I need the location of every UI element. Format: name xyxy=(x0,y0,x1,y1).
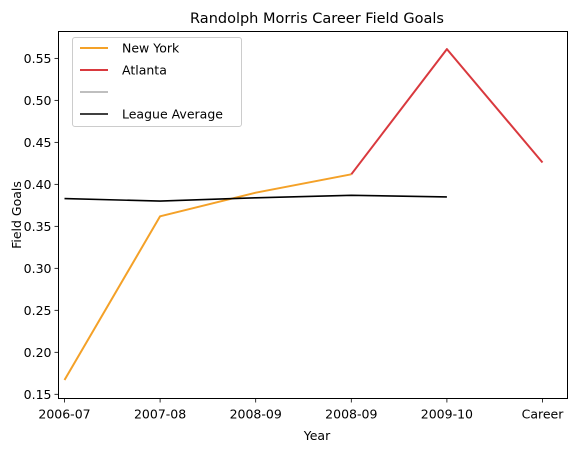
x-tick-label: 2008-09 xyxy=(325,407,377,422)
legend-label-atlanta: Atlanta xyxy=(122,63,167,78)
y-tick-label: 0.35 xyxy=(24,219,52,234)
x-tick-label: Career xyxy=(522,407,565,422)
x-tick-label: 2006-07 xyxy=(38,407,90,422)
legend: New York Atlanta League Average xyxy=(72,37,242,127)
y-tick-label: 0.20 xyxy=(24,345,52,360)
y-tick-label: 0.25 xyxy=(24,303,52,318)
y-tick-label: 0.50 xyxy=(24,93,52,108)
y-axis: 0.15 0.20 0.25 0.30 0.35 0.40 0.45 0.50 0.55 xyxy=(24,51,59,402)
y-tick-label: 0.55 xyxy=(24,51,52,66)
y-axis-label: Field Goals xyxy=(9,181,24,249)
legend-box xyxy=(72,37,242,127)
y-tick-label: 0.30 xyxy=(24,261,52,276)
plot-lines xyxy=(63,48,544,381)
series-line-atlanta xyxy=(350,48,544,175)
x-axis-label: Year xyxy=(303,428,331,443)
x-tick-label: 2007-08 xyxy=(134,407,186,422)
chart-title: Randolph Morris Career Field Goals xyxy=(190,11,444,27)
x-tick-label: 2009-10 xyxy=(421,407,473,422)
x-axis: 2006-07 2007-08 2008-09 2008-09 2009-10 Caree… xyxy=(38,398,565,422)
x-tick-label: 2008-09 xyxy=(230,407,282,422)
y-tick-label: 0.45 xyxy=(24,135,52,150)
series-line-new-york xyxy=(63,173,352,381)
y-tick-label: 0.15 xyxy=(24,387,52,402)
legend-label-new-york: New York xyxy=(122,41,180,56)
legend-label-league-average: League Average xyxy=(122,107,223,122)
series-line-league-average xyxy=(64,194,447,202)
y-tick-label: 0.40 xyxy=(24,177,52,192)
plot-frame xyxy=(58,31,568,399)
